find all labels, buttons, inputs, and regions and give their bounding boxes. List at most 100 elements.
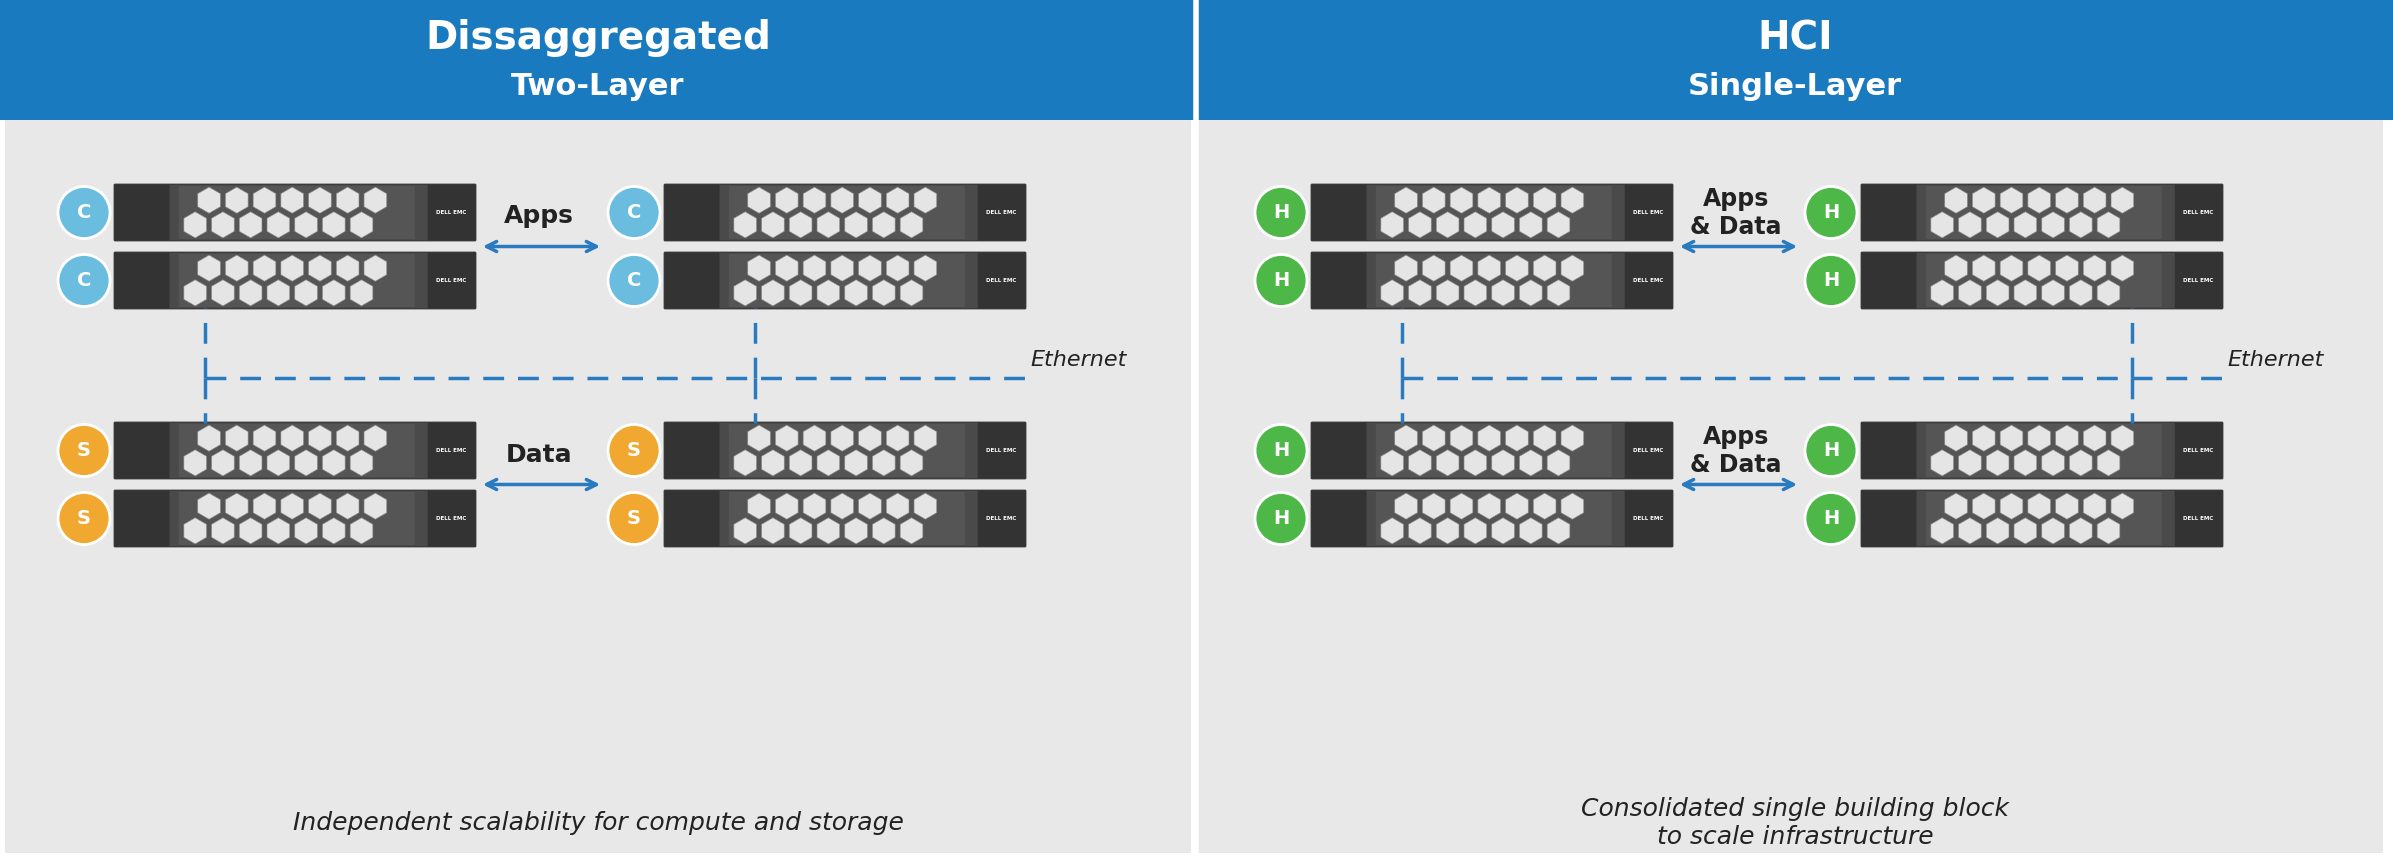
FancyBboxPatch shape — [1311, 422, 1366, 479]
FancyBboxPatch shape — [1862, 422, 1917, 479]
FancyBboxPatch shape — [179, 254, 414, 307]
FancyBboxPatch shape — [730, 186, 964, 239]
FancyBboxPatch shape — [979, 422, 1027, 479]
Circle shape — [1254, 255, 1307, 306]
Circle shape — [57, 492, 110, 545]
FancyBboxPatch shape — [1862, 490, 2223, 547]
FancyBboxPatch shape — [1625, 252, 1673, 309]
FancyBboxPatch shape — [663, 422, 1027, 479]
Circle shape — [608, 425, 660, 476]
FancyBboxPatch shape — [1862, 184, 2223, 241]
FancyBboxPatch shape — [663, 252, 1027, 309]
Text: H: H — [1273, 441, 1290, 460]
Text: C: C — [77, 271, 91, 290]
Text: Two-Layer: Two-Layer — [512, 72, 684, 101]
FancyBboxPatch shape — [1926, 492, 2161, 545]
Text: DELL EMC: DELL EMC — [1634, 278, 1663, 283]
Text: H: H — [1823, 441, 1840, 460]
Text: DELL EMC: DELL EMC — [986, 448, 1017, 453]
Text: H: H — [1823, 203, 1840, 222]
Circle shape — [57, 186, 110, 239]
Text: DELL EMC: DELL EMC — [2182, 210, 2214, 215]
Text: H: H — [1273, 203, 1290, 222]
FancyBboxPatch shape — [1311, 491, 1366, 547]
FancyBboxPatch shape — [2175, 252, 2223, 309]
Text: H: H — [1273, 271, 1290, 290]
FancyBboxPatch shape — [1376, 492, 1613, 545]
FancyBboxPatch shape — [1862, 491, 1917, 547]
Circle shape — [608, 255, 660, 306]
FancyBboxPatch shape — [1862, 422, 2223, 479]
Circle shape — [608, 492, 660, 545]
Text: DELL EMC: DELL EMC — [1634, 448, 1663, 453]
Circle shape — [57, 425, 110, 476]
Circle shape — [1254, 186, 1307, 239]
Text: DELL EMC: DELL EMC — [436, 278, 467, 283]
FancyBboxPatch shape — [1311, 422, 1673, 479]
FancyBboxPatch shape — [1862, 252, 1917, 309]
FancyBboxPatch shape — [665, 491, 720, 547]
FancyBboxPatch shape — [665, 184, 720, 240]
FancyBboxPatch shape — [115, 491, 170, 547]
FancyBboxPatch shape — [665, 422, 720, 479]
Text: Single-Layer: Single-Layer — [1687, 72, 1902, 101]
Text: DELL EMC: DELL EMC — [986, 516, 1017, 521]
FancyBboxPatch shape — [0, 0, 1196, 120]
FancyBboxPatch shape — [1862, 252, 2223, 309]
Text: Independent scalability for compute and storage: Independent scalability for compute and … — [292, 811, 905, 835]
FancyBboxPatch shape — [115, 422, 170, 479]
Text: C: C — [627, 203, 641, 222]
Text: H: H — [1823, 271, 1840, 290]
FancyBboxPatch shape — [1311, 252, 1673, 309]
Text: S: S — [627, 509, 641, 528]
FancyBboxPatch shape — [179, 186, 414, 239]
Text: DELL EMC: DELL EMC — [1634, 210, 1663, 215]
Text: Consolidated single building block
to scale infrastructure: Consolidated single building block to sc… — [1582, 797, 2010, 849]
FancyBboxPatch shape — [1311, 184, 1366, 240]
FancyBboxPatch shape — [2175, 184, 2223, 240]
Text: S: S — [77, 509, 91, 528]
FancyBboxPatch shape — [1926, 186, 2161, 239]
Text: Data: Data — [505, 443, 572, 467]
FancyBboxPatch shape — [1926, 254, 2161, 307]
Text: Dissaggregated: Dissaggregated — [426, 20, 771, 57]
Circle shape — [1804, 425, 1857, 476]
Circle shape — [1254, 425, 1307, 476]
FancyBboxPatch shape — [730, 424, 964, 477]
FancyBboxPatch shape — [1625, 184, 1673, 240]
FancyBboxPatch shape — [115, 184, 476, 241]
FancyBboxPatch shape — [2175, 491, 2223, 547]
FancyBboxPatch shape — [979, 491, 1027, 547]
Circle shape — [1254, 492, 1307, 545]
FancyBboxPatch shape — [1311, 184, 1673, 241]
Text: Apps
& Data: Apps & Data — [1689, 187, 1783, 239]
Text: C: C — [627, 271, 641, 290]
Text: S: S — [77, 441, 91, 460]
Text: DELL EMC: DELL EMC — [986, 210, 1017, 215]
Text: DELL EMC: DELL EMC — [2182, 278, 2214, 283]
Text: DELL EMC: DELL EMC — [436, 210, 467, 215]
FancyBboxPatch shape — [428, 422, 476, 479]
FancyBboxPatch shape — [115, 490, 476, 547]
FancyBboxPatch shape — [115, 252, 170, 309]
Circle shape — [1804, 255, 1857, 306]
Text: Apps: Apps — [505, 204, 574, 228]
Text: H: H — [1273, 509, 1290, 528]
Circle shape — [57, 255, 110, 306]
FancyBboxPatch shape — [1376, 186, 1613, 239]
FancyBboxPatch shape — [179, 492, 414, 545]
FancyBboxPatch shape — [5, 5, 1192, 853]
FancyBboxPatch shape — [1926, 424, 2161, 477]
Text: DELL EMC: DELL EMC — [1634, 516, 1663, 521]
FancyBboxPatch shape — [730, 492, 964, 545]
FancyBboxPatch shape — [1196, 0, 2393, 120]
FancyBboxPatch shape — [663, 184, 1027, 241]
FancyBboxPatch shape — [665, 252, 720, 309]
FancyBboxPatch shape — [1376, 254, 1613, 307]
Circle shape — [1804, 492, 1857, 545]
FancyBboxPatch shape — [428, 184, 476, 240]
Circle shape — [608, 186, 660, 239]
FancyBboxPatch shape — [979, 184, 1027, 240]
Text: Apps
& Data: Apps & Data — [1689, 425, 1783, 476]
FancyBboxPatch shape — [1376, 424, 1613, 477]
